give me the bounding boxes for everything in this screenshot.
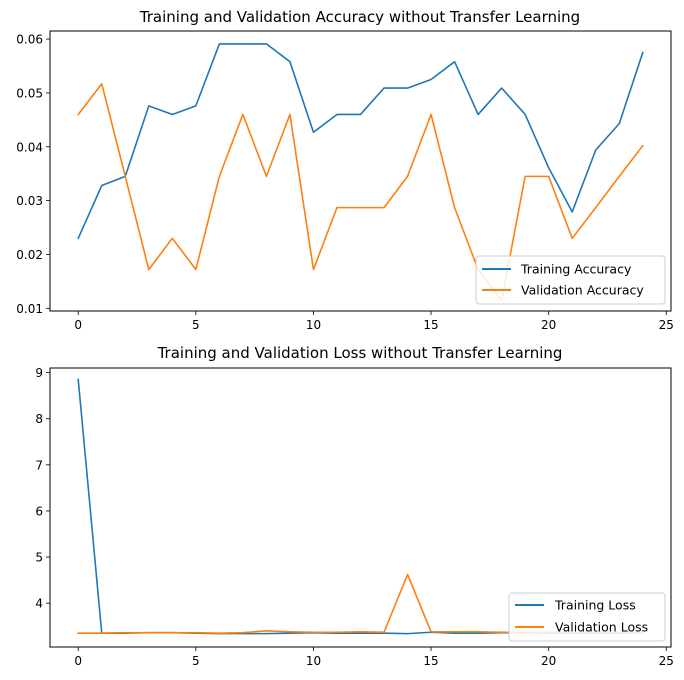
validation-accuracy-legend-label: Validation Accuracy	[521, 283, 644, 298]
accuracy-series-line-0	[77, 43, 644, 240]
accuracy-legend: Training Accuracy Validation Accuracy	[475, 255, 666, 305]
loss-x-tick-label: 10	[306, 654, 321, 668]
accuracy-y-tick-label: 0.06	[16, 33, 43, 47]
loss-chart: Training and Validation Loss without Tra…	[35, 344, 674, 668]
accuracy-x-tick-label: 20	[541, 318, 556, 332]
loss-legend-box	[508, 592, 666, 642]
accuracy-x-ticks: 0 5 10 15 20 25	[74, 311, 674, 332]
loss-x-tick-label: 15	[423, 654, 438, 668]
loss-legend: Training Loss Validation Loss	[508, 592, 666, 642]
accuracy-y-tick-label: 0.03	[16, 194, 43, 208]
validation-loss-legend-label: Validation Loss	[555, 620, 648, 635]
accuracy-chart-title: Training and Validation Accuracy without…	[139, 8, 580, 26]
accuracy-lines	[77, 43, 644, 302]
loss-y-tick-label: 6	[35, 504, 43, 518]
training-loss-legend-label: Training Loss	[554, 598, 636, 613]
accuracy-chart: Training and Validation Accuracy without…	[16, 8, 674, 332]
loss-x-tick-label: 5	[192, 654, 200, 668]
accuracy-x-tick-label: 5	[192, 318, 200, 332]
accuracy-x-tick-label: 10	[306, 318, 321, 332]
accuracy-y-ticks: 0.01 0.02 0.03 0.04 0.05 0.06	[16, 33, 50, 316]
accuracy-series-line-1	[77, 82, 644, 302]
accuracy-x-tick-label: 0	[74, 318, 82, 332]
loss-y-tick-label: 8	[35, 412, 43, 426]
loss-x-tick-label: 20	[541, 654, 556, 668]
training-accuracy-legend-label: Training Accuracy	[520, 262, 632, 277]
accuracy-y-tick-label: 0.01	[16, 302, 43, 316]
loss-y-tick-label: 9	[35, 366, 43, 380]
loss-y-tick-label: 4	[35, 597, 43, 611]
accuracy-legend-box	[475, 255, 666, 305]
loss-y-tick-label: 5	[35, 551, 43, 565]
accuracy-y-tick-label: 0.02	[16, 248, 43, 262]
loss-y-tick-label: 7	[35, 458, 43, 472]
accuracy-y-tick-label: 0.04	[16, 140, 43, 154]
accuracy-x-tick-label: 25	[659, 318, 674, 332]
loss-plot-frame	[49, 367, 672, 648]
loss-x-ticks: 0 5 10 15 20 25	[74, 647, 674, 668]
loss-y-ticks: 4 5 6 7 8 9	[35, 366, 50, 611]
accuracy-y-tick-label: 0.05	[16, 86, 43, 100]
loss-chart-title: Training and Validation Loss without Tra…	[157, 344, 563, 362]
accuracy-x-tick-label: 15	[423, 318, 438, 332]
accuracy-plot-frame	[49, 30, 672, 312]
loss-x-tick-label: 0	[74, 654, 82, 668]
loss-x-tick-label: 25	[659, 654, 674, 668]
